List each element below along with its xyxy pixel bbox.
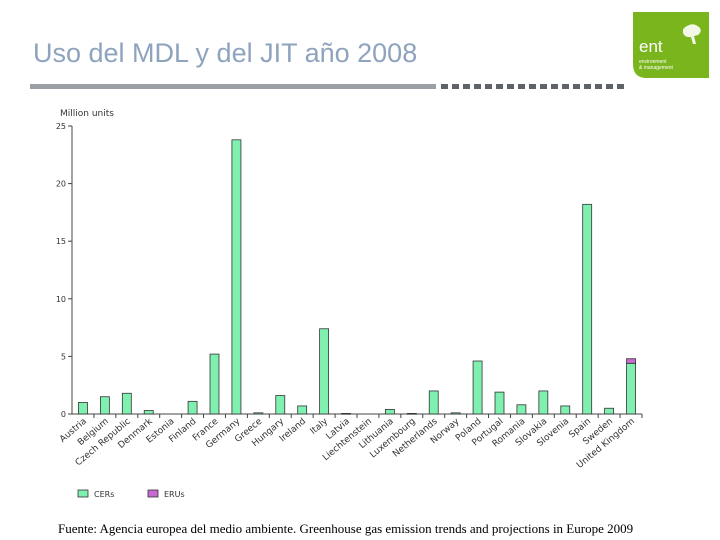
bar-cers bbox=[582, 203, 593, 415]
bar-cers bbox=[516, 404, 527, 415]
page-title: Uso del MDL y del JIT año 2008 bbox=[33, 38, 418, 68]
y-tick-label: 25 bbox=[56, 122, 66, 131]
logo-tree-icon bbox=[682, 24, 701, 44]
bar-cers bbox=[494, 391, 505, 415]
dotted-divider bbox=[441, 84, 627, 89]
source-note: Fuente: Agencia europea del medio ambien… bbox=[58, 521, 634, 536]
bar-cers bbox=[406, 413, 417, 415]
legend-swatch bbox=[77, 489, 89, 498]
bar-cers bbox=[538, 390, 549, 415]
bar-cers bbox=[121, 392, 132, 415]
bar-cers bbox=[275, 395, 286, 415]
bar-cers bbox=[99, 396, 110, 415]
bar-cers bbox=[472, 360, 483, 415]
ent-logo: ent environment & management bbox=[633, 12, 709, 78]
y-axis-label: Million units bbox=[60, 109, 114, 119]
bar-cers bbox=[560, 405, 571, 415]
bar-cers bbox=[450, 412, 461, 415]
bar-cers bbox=[604, 407, 615, 415]
title-underline bbox=[30, 84, 436, 89]
y-tick-label: 0 bbox=[61, 410, 66, 419]
legend-label: ERUs bbox=[164, 490, 185, 499]
bar-cers bbox=[341, 413, 351, 415]
bar-cers bbox=[626, 362, 636, 415]
y-tick-label: 5 bbox=[61, 352, 66, 361]
bar-cers bbox=[187, 400, 198, 415]
bar-cers bbox=[384, 408, 395, 415]
logo-subtitle-2: & management bbox=[639, 65, 674, 71]
legend-label: CERs bbox=[94, 490, 114, 499]
emissions-bar-chart: Million units0510152025AustriaBelgiumCze… bbox=[56, 109, 643, 499]
logo-mark: ent bbox=[639, 37, 663, 56]
bar-cers bbox=[78, 402, 88, 415]
bar-cers bbox=[428, 390, 439, 415]
bar-cers bbox=[231, 139, 242, 415]
bar-cers bbox=[209, 353, 220, 415]
bar-erus bbox=[626, 358, 636, 364]
bar-cers bbox=[319, 328, 330, 415]
legend-swatch bbox=[147, 489, 159, 498]
y-tick-label: 20 bbox=[56, 180, 66, 189]
bar-cers bbox=[143, 410, 154, 415]
bar-cers bbox=[253, 412, 264, 415]
y-tick-label: 15 bbox=[56, 237, 66, 246]
logo-subtitle-1: environment bbox=[639, 59, 667, 65]
y-tick-label: 10 bbox=[56, 295, 66, 304]
bar-cers bbox=[297, 405, 308, 415]
